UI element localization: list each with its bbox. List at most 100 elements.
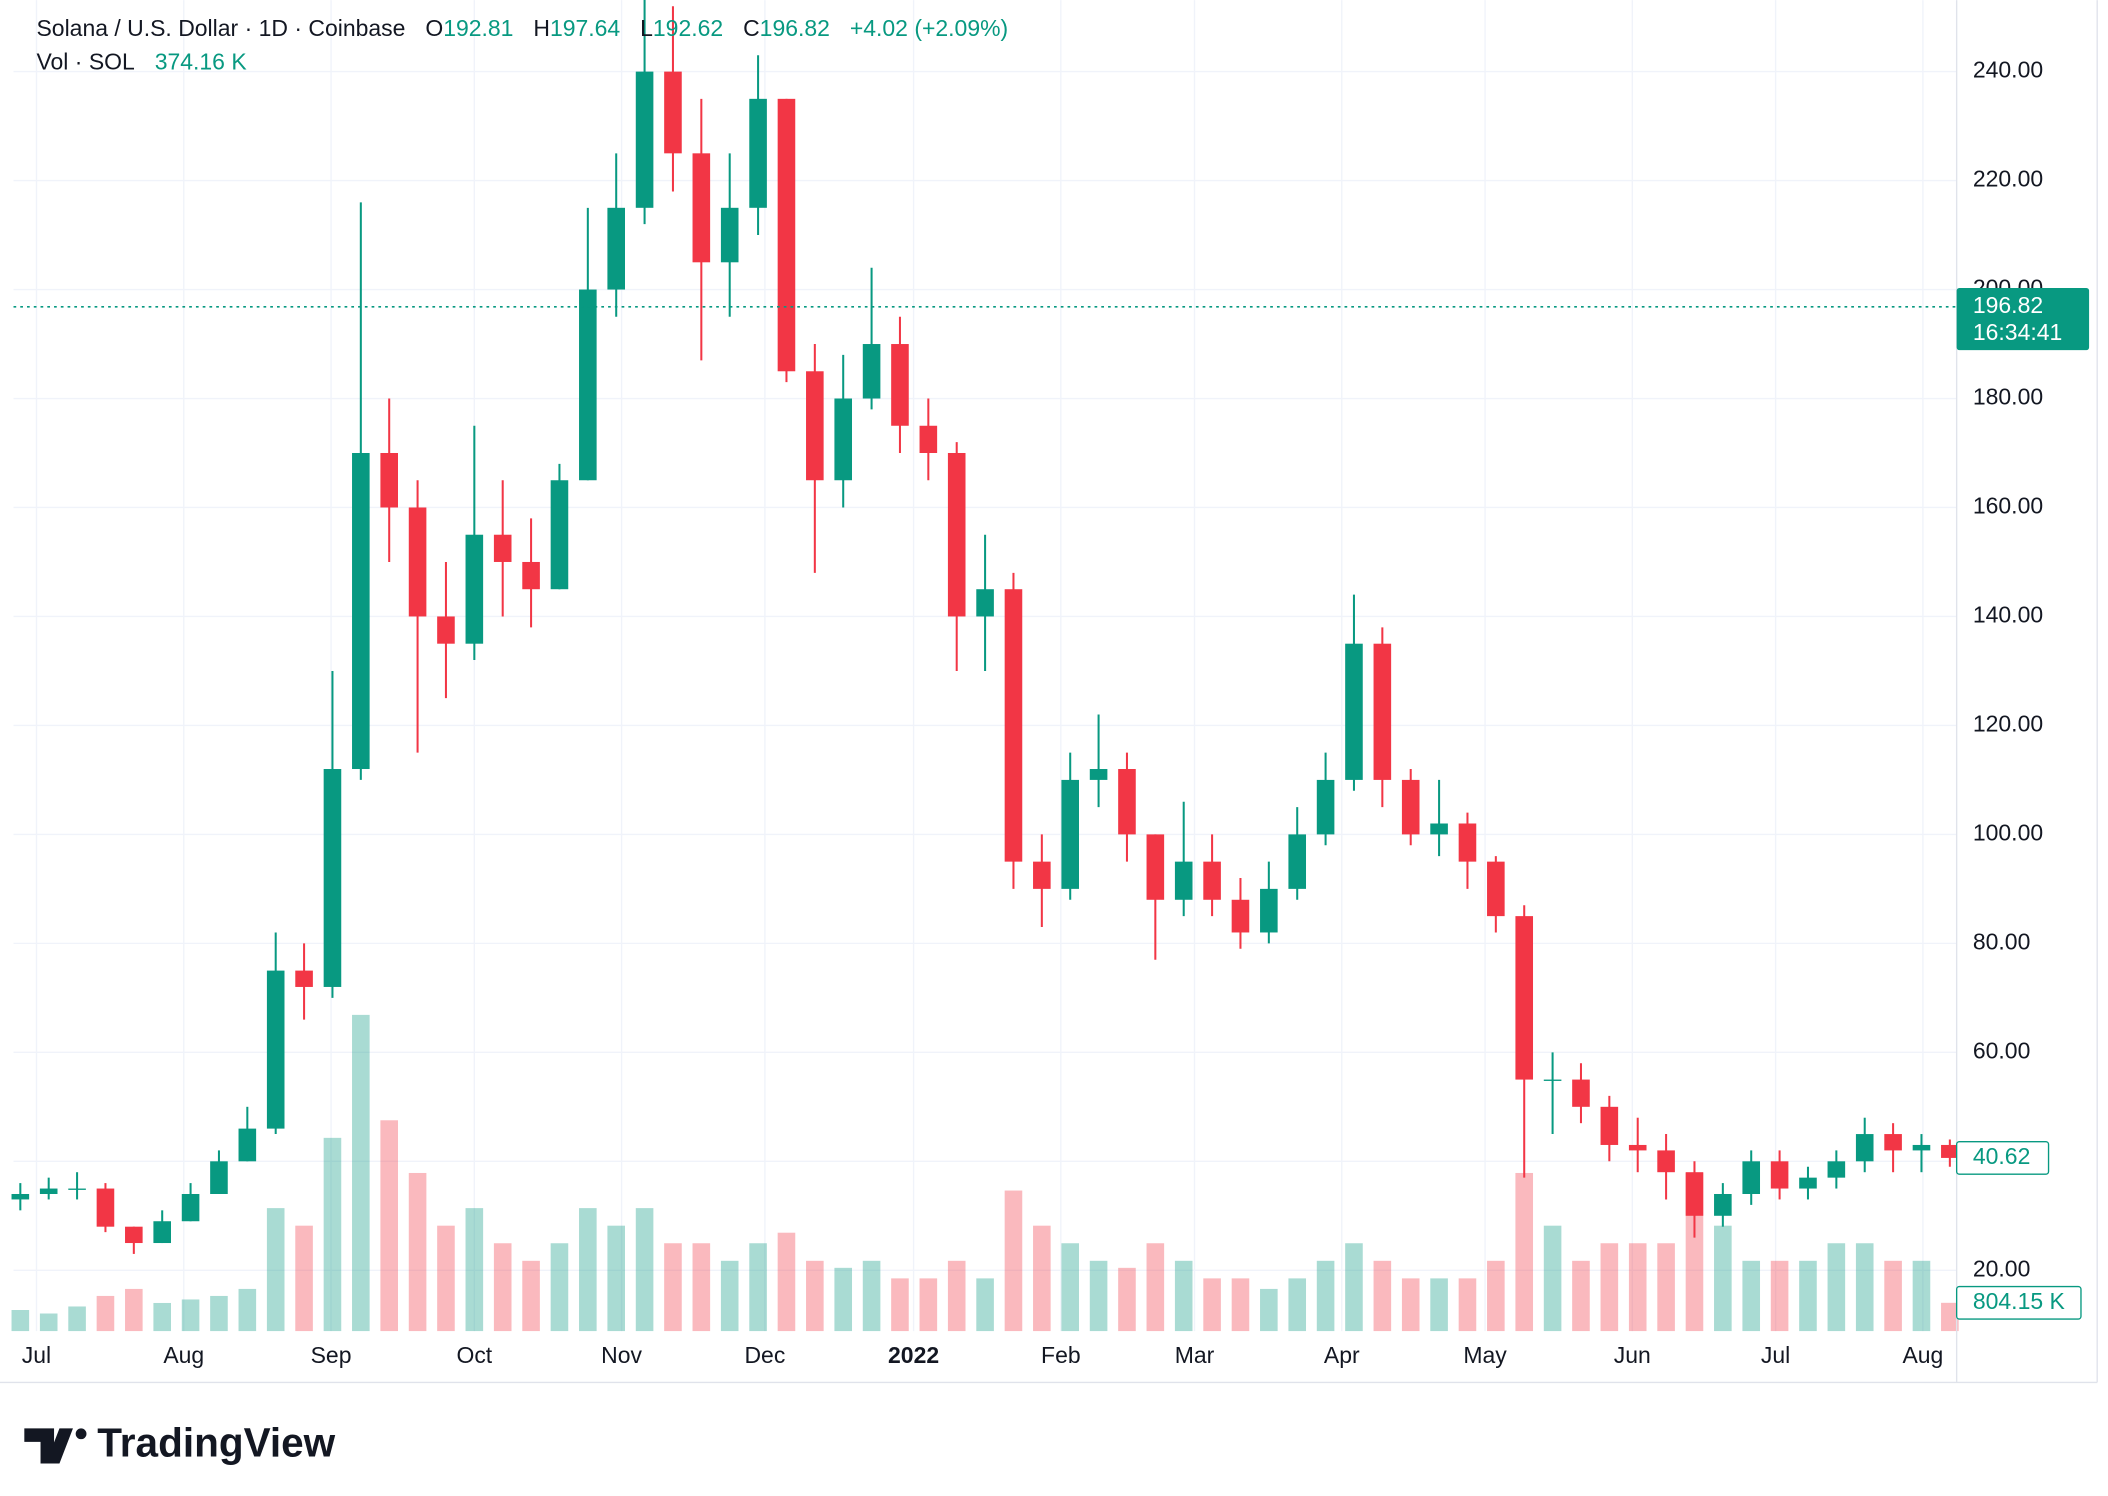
- candle-body: [1799, 1177, 1817, 1189]
- candle-body: [1373, 643, 1392, 780]
- candle-body: [1657, 1150, 1675, 1173]
- candle-body: [68, 1188, 86, 1190]
- candle-body: [1203, 861, 1221, 900]
- candle-body: [1685, 1172, 1704, 1216]
- volume-pane: [11, 1014, 1959, 1332]
- change: +4.02 (+2.09%): [850, 15, 1008, 41]
- candle-body: [1089, 769, 1108, 780]
- volume-bar: [1884, 1260, 1902, 1332]
- x-tick-label: Jun: [1614, 1342, 1651, 1368]
- volume-bar: [1373, 1260, 1392, 1332]
- candle-body: [607, 207, 626, 290]
- candle-body: [39, 1188, 58, 1194]
- candle-body: [1487, 861, 1505, 917]
- ohlc-key: H: [533, 15, 550, 41]
- last-volume-box: [1955, 1285, 2082, 1320]
- candle-body: [1515, 916, 1534, 1080]
- volume-bar: [1345, 1243, 1363, 1332]
- candle-body: [579, 289, 597, 481]
- candle-body: [380, 452, 398, 508]
- candle-body: [947, 452, 966, 617]
- volume-header: Vol · SOL 374.16 K: [36, 49, 247, 75]
- candle-body: [210, 1161, 228, 1194]
- candle-body: [1430, 823, 1448, 835]
- volume-bar: [1912, 1260, 1931, 1332]
- volume-bar: [579, 1208, 597, 1332]
- volume-bar: [153, 1302, 171, 1332]
- last-volume-label: 804.15 K: [1973, 1288, 2066, 1314]
- volume-bar: [976, 1278, 994, 1332]
- volume-bar: [1004, 1190, 1023, 1332]
- logo-dot: [75, 1428, 87, 1440]
- volume-bar: [522, 1260, 540, 1332]
- x-tick-label: Mar: [1175, 1342, 1215, 1368]
- y-tick-label: 100.00: [1973, 819, 2043, 845]
- volume-bar: [1260, 1288, 1278, 1332]
- candle-body: [437, 616, 455, 644]
- candles: [11, 0, 1959, 1254]
- candle-body: [493, 534, 512, 562]
- candle-body: [777, 98, 796, 372]
- candle-body: [834, 398, 853, 481]
- x-tick-label: Oct: [456, 1342, 492, 1368]
- candle-body: [1855, 1134, 1874, 1162]
- candle-body: [749, 98, 767, 208]
- axes: 20.0040.0060.0080.00100.00120.00140.0016…: [22, 57, 2043, 1368]
- volume-bar: [947, 1260, 966, 1332]
- ohlc-key: C: [743, 15, 760, 41]
- volume-bar: [1231, 1278, 1250, 1332]
- volume-bar: [465, 1208, 484, 1332]
- countdown: 16:34:41: [1973, 319, 2062, 345]
- candle-body: [919, 425, 938, 453]
- candle-body: [1260, 888, 1278, 933]
- volume-label: Vol · SOL: [36, 49, 135, 75]
- candle-body: [1004, 589, 1023, 862]
- volume-bar: [125, 1288, 143, 1332]
- volume-bar: [664, 1243, 682, 1332]
- volume-bar: [1572, 1260, 1590, 1332]
- candle-body: [1458, 823, 1477, 862]
- volume-bar: [266, 1208, 285, 1332]
- volume-bar: [777, 1232, 796, 1332]
- y-tick-label: 160.00: [1973, 493, 2043, 519]
- volume-bar: [493, 1243, 512, 1332]
- volume-bar: [1714, 1225, 1732, 1332]
- x-tick-label: Sep: [311, 1342, 352, 1368]
- candle-body: [266, 970, 285, 1129]
- candle-body: [664, 71, 682, 154]
- candle-body: [1174, 861, 1193, 900]
- last-close-label: 40.62: [1973, 1143, 2030, 1169]
- candle-body: [1912, 1144, 1931, 1151]
- volume-bar: [352, 1014, 370, 1332]
- y-tick-label: 120.00: [1973, 710, 2043, 736]
- volume-bar: [1061, 1243, 1080, 1332]
- x-tick-label: Apr: [1324, 1342, 1360, 1368]
- y-tick-label: 60.00: [1973, 1037, 2030, 1063]
- ohlc-value: 197.64: [550, 15, 620, 41]
- last-close-box: [1955, 1141, 2050, 1175]
- candle-body: [1033, 861, 1051, 889]
- volume-bar: [437, 1225, 455, 1332]
- x-tick-label: Jul: [22, 1342, 51, 1368]
- volume-bar: [408, 1172, 427, 1332]
- volume-bar: [862, 1260, 881, 1332]
- volume-bar: [1770, 1260, 1789, 1332]
- candle-body: [1628, 1144, 1647, 1151]
- volume-bar: [68, 1306, 86, 1332]
- candle-body: [862, 344, 881, 399]
- volume-bar: [1288, 1278, 1307, 1332]
- ohlc-value: 192.81: [443, 15, 513, 41]
- candle-body: [1742, 1161, 1761, 1194]
- candle-body: [1600, 1106, 1619, 1145]
- volume-bar: [1089, 1260, 1108, 1332]
- candle-body: [891, 344, 909, 426]
- x-tick-label: 2022: [888, 1342, 939, 1368]
- logo-icon: [24, 1428, 73, 1464]
- volume-bar: [1430, 1278, 1448, 1332]
- volume-bar: [1487, 1260, 1505, 1332]
- candle-body: [352, 452, 370, 770]
- volume-bar: [550, 1243, 569, 1332]
- y-tick-label: 20.00: [1973, 1255, 2030, 1281]
- volume-bar: [1855, 1243, 1874, 1332]
- x-tick-label: May: [1463, 1342, 1507, 1368]
